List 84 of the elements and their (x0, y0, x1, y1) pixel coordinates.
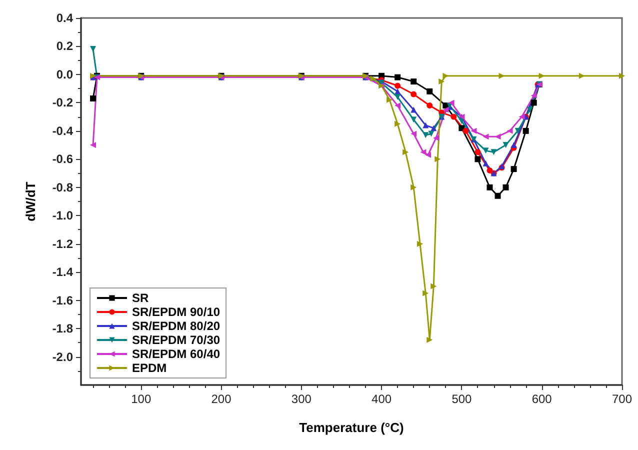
point (438, 78, 445, 85)
point (426, 88, 433, 94)
point (462, 128, 469, 134)
point (426, 102, 433, 109)
point (410, 91, 417, 98)
point (428, 130, 434, 137)
legend-label: EPDM (132, 361, 167, 375)
point (526, 106, 533, 113)
x-tick-label: 700 (612, 392, 632, 406)
x-tick-label: 500 (452, 392, 472, 406)
point (518, 114, 525, 120)
point (619, 72, 625, 79)
point (410, 78, 417, 85)
point (442, 106, 449, 113)
y-axis-title: dW/dT (23, 182, 38, 222)
y-tick-label: 0.2 (56, 39, 74, 54)
point (486, 184, 493, 190)
legend-label: SR (132, 291, 150, 305)
point (425, 152, 432, 158)
point (422, 132, 429, 138)
point (410, 106, 417, 113)
point (90, 142, 96, 148)
point (430, 283, 437, 290)
legend-label: SR/EPDM 70/30 (132, 333, 220, 347)
y-tick-label: -1.6 (52, 293, 74, 308)
point (482, 160, 489, 166)
point (530, 100, 537, 106)
point (502, 142, 509, 148)
point (394, 102, 401, 109)
point (402, 149, 409, 156)
y-tick-label: -2.0 (52, 350, 74, 364)
point (450, 114, 457, 120)
point (386, 96, 393, 103)
x-tick-label: 300 (291, 392, 312, 406)
y-tick-label: -0.6 (52, 152, 74, 166)
legend-label: SR/EPDM 60/40 (132, 347, 220, 361)
point (394, 120, 401, 127)
y-tick-label: -1.2 (52, 236, 74, 251)
point (494, 192, 501, 199)
point (422, 122, 429, 128)
x-axis-title: Temperature (°C) (299, 420, 404, 435)
y-tick-label: -1.0 (52, 208, 74, 223)
point (482, 134, 489, 140)
point (426, 336, 433, 343)
point (90, 46, 96, 52)
point (90, 95, 96, 102)
point (394, 88, 401, 94)
point (506, 128, 513, 134)
y-tick-label: -0.8 (52, 180, 74, 194)
y-tick-label: 0.0 (56, 67, 74, 82)
point (370, 76, 377, 82)
point (434, 156, 441, 162)
point (420, 149, 426, 156)
x-tick-label: 400 (372, 392, 392, 406)
point (490, 149, 497, 156)
x-tick-label: 600 (532, 392, 552, 406)
y-tick-label: -0.2 (52, 96, 74, 110)
point (417, 240, 424, 247)
point (394, 82, 401, 89)
y-tick-label: 0.4 (56, 11, 74, 25)
point (510, 166, 517, 172)
y-tick-label: -1.8 (52, 322, 74, 336)
point (474, 156, 481, 162)
x-tick-label: 200 (211, 392, 232, 406)
point (410, 130, 417, 137)
point (448, 100, 454, 106)
point (522, 128, 529, 134)
point (470, 128, 477, 134)
y-tick-label: -1.4 (52, 265, 74, 280)
point (410, 184, 417, 190)
point (433, 134, 440, 141)
y-tick-label: -0.4 (52, 124, 74, 138)
point (510, 142, 517, 148)
point (530, 92, 537, 99)
point (410, 116, 417, 123)
legend-label: SR/EPDM 90/10 (132, 305, 220, 319)
point (474, 149, 481, 156)
point (394, 94, 401, 100)
point (394, 74, 401, 80)
point (502, 184, 509, 190)
x-tick-label: 100 (131, 392, 152, 406)
point (514, 128, 521, 134)
legend-label: SR/EPDM 80/20 (132, 319, 220, 333)
point (422, 290, 429, 296)
